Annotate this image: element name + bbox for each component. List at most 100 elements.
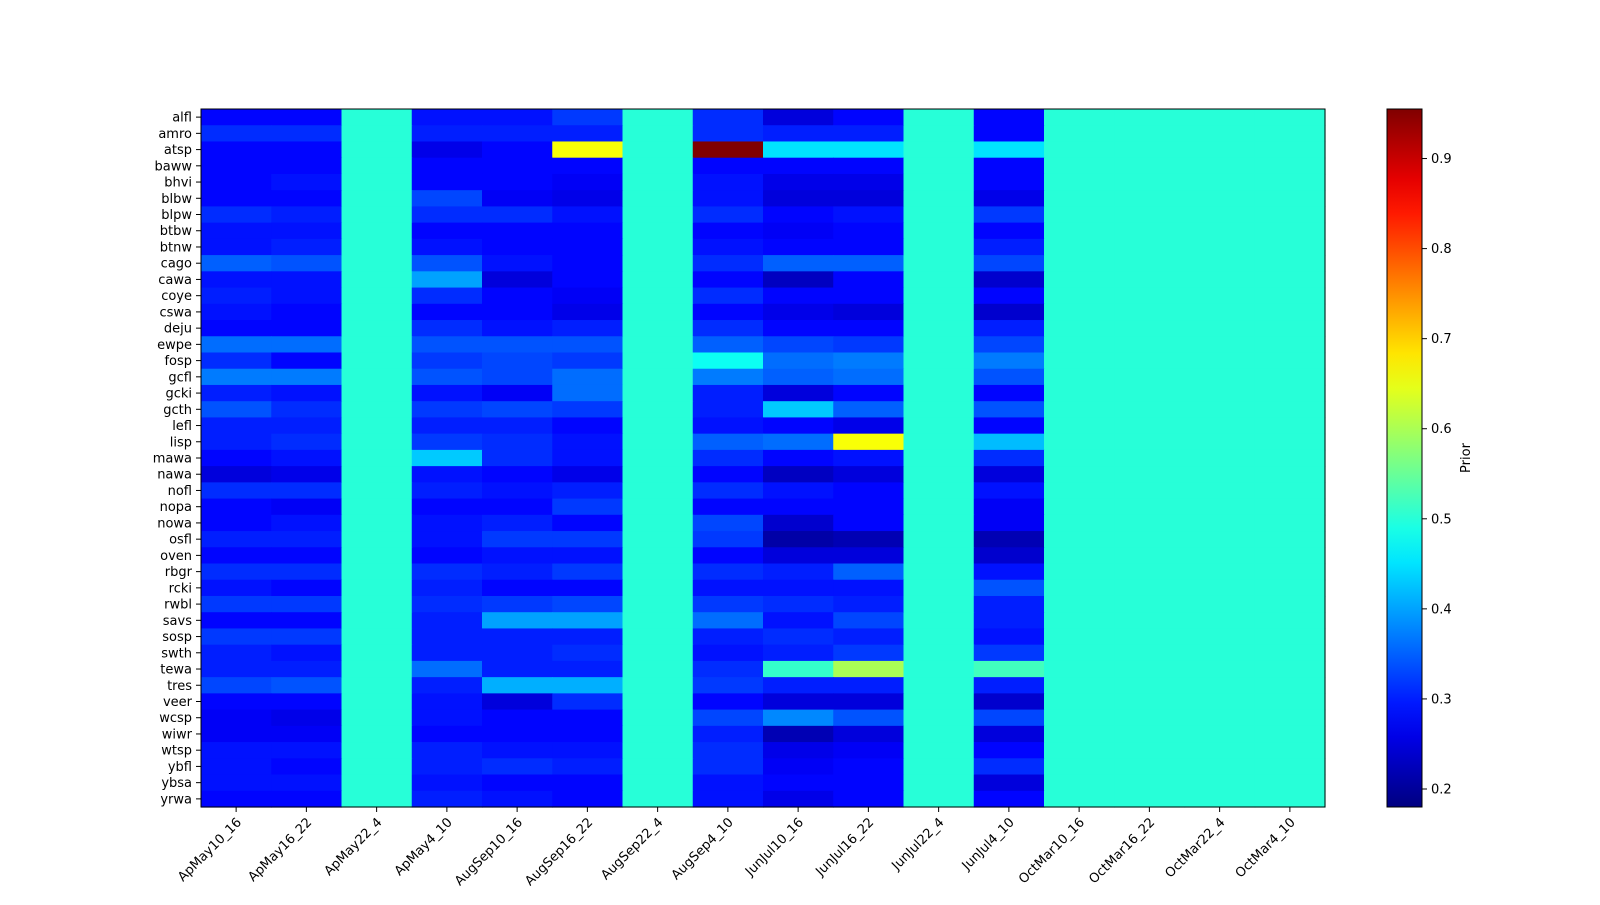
colorbar-tick-label: 0.4 [1431,602,1452,617]
heatmap-cell [271,563,343,581]
heatmap-cell [552,401,624,419]
y-tick-label: nofl [168,484,192,499]
heatmap-cell [341,595,413,613]
heatmap-cell [482,774,553,792]
y-tick-label: alfl [172,111,192,126]
y-tick-label: wcsp [159,711,192,726]
heatmap-cell [692,141,764,159]
heatmap-cell [763,190,834,207]
heatmap-cell [201,157,272,175]
heatmap-cell [411,644,483,662]
heatmap-cell [1184,401,1256,419]
heatmap-cell [411,320,483,337]
y-tick-label: mawa [153,452,192,467]
heatmap-cell [271,157,343,175]
heatmap-cell [1254,790,1326,808]
colorbar-tick-label: 0.6 [1431,422,1452,437]
heatmap-cell [833,498,905,516]
heatmap-cell [1114,709,1186,727]
heatmap-cells [201,109,1326,808]
heatmap-cell [201,579,272,597]
heatmap-cell [1044,498,1115,516]
heatmap-cell [1044,660,1115,678]
heatmap-cell [973,222,1045,240]
heatmap-cell [1254,466,1326,483]
heatmap-cell [973,401,1045,419]
heatmap-cell [622,238,694,256]
heatmap-cell [692,758,764,776]
heatmap-cell [833,287,905,305]
heatmap-cell [973,352,1045,370]
heatmap-cell [1254,303,1326,321]
heatmap-cell [903,612,975,630]
heatmap-cell [833,173,905,191]
heatmap-cell [482,303,553,321]
heatmap-cell [1184,352,1256,370]
heatmap-cell [973,320,1045,337]
heatmap-cell [763,320,834,337]
heatmap-cell [1044,417,1115,435]
heatmap-cell [903,677,975,694]
heatmap-cell [411,287,483,305]
y-tick-label: rbgr [165,565,193,580]
heatmap-cell [411,352,483,370]
heatmap-cell [482,157,553,175]
heatmap-cell [482,595,553,613]
colorbar: 0.2 0.3 0.4 0.5 0.6 0.7 0.8 0.9 Prior [1386,108,1474,808]
colorbar-ticks: 0.2 0.3 0.4 0.5 0.6 0.7 0.8 0.9 [1422,152,1452,797]
heatmap-cell [411,547,483,565]
heatmap-cell [411,709,483,727]
heatmap-cell [973,417,1045,435]
heatmap-cell [201,384,272,402]
heatmap-cell [1254,563,1326,581]
heatmap-cell [1184,368,1256,386]
heatmap-cell [622,612,694,630]
heatmap-cell [482,758,553,776]
heatmap-cell [622,401,694,419]
heatmap-cell [411,417,483,435]
heatmap-cell [833,742,905,759]
heatmap-cell [482,141,553,159]
heatmap-cell [341,531,413,548]
heatmap-cell [903,660,975,678]
heatmap-cell [763,563,834,581]
heatmap-cell [1044,725,1115,743]
heatmap-cell [1184,660,1256,678]
heatmap-cell [271,125,343,143]
heatmap-cell [482,531,553,548]
heatmap-cell [903,125,975,143]
heatmap-cell [763,758,834,776]
heatmap-cell [692,790,764,808]
heatmap-cell [622,433,694,451]
heatmap-cell [903,173,975,191]
heatmap-cell [1254,628,1326,646]
heatmap-cell [341,255,413,272]
heatmap-cell [341,628,413,646]
y-tick-label: ewpe [157,338,192,353]
heatmap-cell [763,466,834,483]
heatmap-cell [833,660,905,678]
heatmap-cell [833,677,905,694]
heatmap-cell [1044,384,1115,402]
heatmap-cell [622,790,694,808]
heatmap-cell [1254,255,1326,272]
heatmap-cell [552,514,624,532]
heatmap-cell [1254,725,1326,743]
heatmap-cell [1184,271,1256,289]
heatmap-cell [552,449,624,467]
heatmap-cell [271,547,343,565]
y-tick-label: coye [161,289,192,304]
heatmap-cell [763,222,834,240]
heatmap-cell [833,790,905,808]
heatmap-cell [482,271,553,289]
heatmap-cell [1114,758,1186,776]
heatmap-cell [1044,774,1115,792]
heatmap-cell [1044,141,1115,159]
heatmap-cell [1184,206,1256,224]
heatmap-cell [341,271,413,289]
heatmap-cell [833,433,905,451]
heatmap-cell [973,303,1045,321]
heatmap-cell [622,206,694,224]
